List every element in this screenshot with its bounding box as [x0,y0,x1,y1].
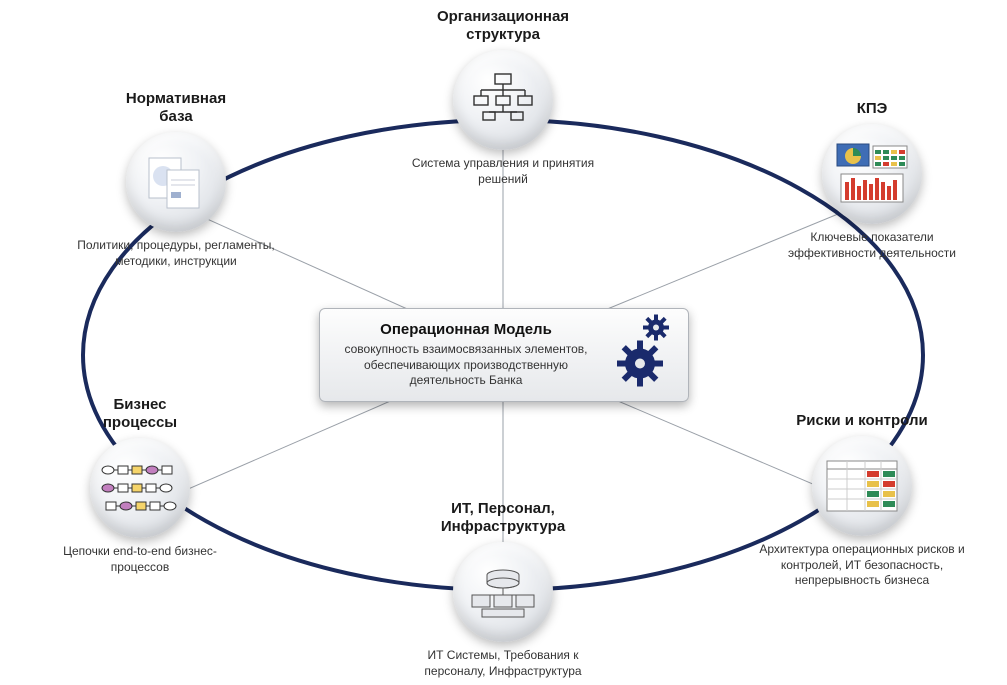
center-title: Операционная Модель [336,321,596,338]
org-chart-icon [471,72,535,128]
node-title: Бизнес процессы [25,396,255,432]
gears-icon [600,313,682,396]
node-title: Нормативная база [56,90,296,126]
node-desc: Цепочки end-to-end бизнес- процессов [25,544,255,575]
node-desc: Ключевые показатели эффективности деятел… [752,230,992,261]
documents-icon [141,152,211,212]
node-desc: Политики, процедуры, регламенты, методик… [56,238,296,269]
center-desc: совокупность взаимосвязанных элементов, … [336,342,596,389]
orb-org-structure [453,50,553,150]
orb-kpi [822,124,922,224]
node-title: ИТ, Персонал, Инфраструктура [373,500,633,536]
stack-icon [470,565,536,619]
orb-risks [812,436,912,536]
node-desc: Архитектура операционных рисков и контро… [732,542,992,589]
node-title: Риски и контроли [732,412,992,430]
node-norm-base: Нормативная база Политики, процедуры, ре… [56,90,296,269]
node-desc: ИТ Системы, Требования к персоналу, Инфр… [373,648,633,679]
center-box: Операционная Модель совокупность взаимос… [319,308,689,402]
node-it: ИТ, Персонал, Инфраструктура ИТ Системы,… [373,500,633,679]
dashboard-icon [835,142,909,206]
node-kpi: КПЭ Ключевые показатели эффективности де… [752,100,992,261]
orb-biz-proc [90,438,190,538]
node-org-structure: Организационная структура [373,8,633,187]
node-risks: Риски и контроли Архитектура [732,412,992,589]
table-risks-icon [825,459,899,513]
node-desc: Система управления и принятия решений [373,156,633,187]
flowchart-icon [100,460,180,516]
node-biz-proc: Бизнес процессы Цепочки end-to-end бизне… [25,396,255,575]
node-title: Организационная структура [373,8,633,44]
orb-it [453,542,553,642]
diagram-canvas: Организационная структура [0,0,1007,685]
node-title: КПЭ [752,100,992,118]
orb-norm-base [126,132,226,232]
